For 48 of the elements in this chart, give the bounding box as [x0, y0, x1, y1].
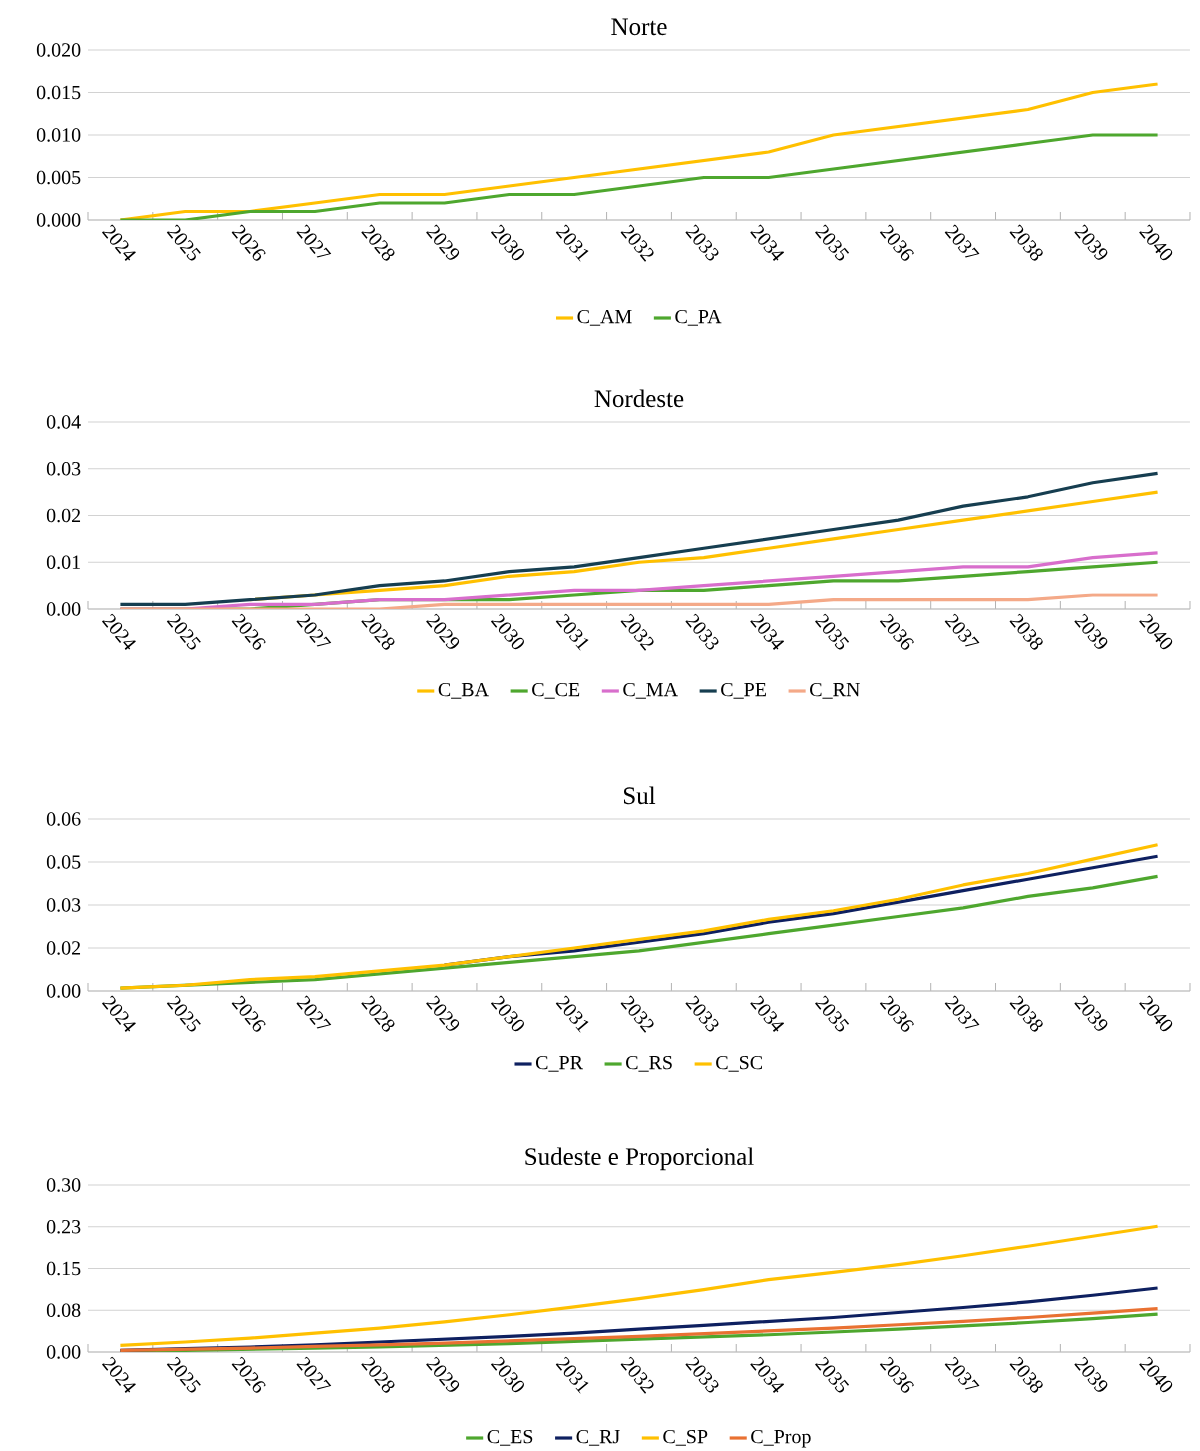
y-tick-label: 0.04	[46, 415, 81, 429]
y-tick-label: 0.005	[36, 170, 81, 185]
y-tick-label: 0.06	[46, 812, 81, 826]
y-tick-label: 0.00	[46, 602, 81, 616]
y-tick-label: 0.02	[46, 508, 81, 523]
chart-title: Nordeste	[594, 389, 684, 408]
legend-label: C_PE	[721, 682, 766, 699]
legend-label: C_SC	[716, 1055, 762, 1072]
chart-title: Sul	[624, 786, 656, 805]
legend-label: C_Prop	[751, 1429, 811, 1448]
x-tick-label: 2037	[944, 1356, 980, 1390]
y-tick-label: 0.010	[36, 128, 81, 142]
chart-title: Norte	[611, 18, 667, 36]
legend-label: C_BA	[438, 682, 489, 699]
y-tick-label: 0.30	[46, 1178, 81, 1192]
legend-label: C_RJ	[576, 1429, 620, 1446]
legend-label: C_PR	[535, 1055, 583, 1072]
y-tick-label: 0.015	[36, 85, 81, 100]
chart-title: Sudeste e Proporcional	[525, 1147, 754, 1171]
line-series	[118, 1224, 1160, 1347]
legend-label: C_AM	[577, 309, 632, 326]
y-tick-label: 0.000	[36, 213, 81, 227]
x-tick-label: 2037	[944, 224, 980, 258]
legend-label: C_MA	[623, 682, 678, 699]
line-series	[118, 843, 1160, 990]
y-tick-label: 0.02	[46, 941, 81, 955]
y-tick-label: 0.08	[46, 1303, 81, 1318]
y-tick-label: 0.01	[46, 555, 80, 570]
x-tick-label: 2027	[296, 1356, 332, 1390]
legend-label: C_SP	[663, 1429, 708, 1446]
x-tick-label: 2037	[944, 613, 980, 647]
y-tick-label: 0.00	[46, 1345, 81, 1359]
y-tick-label: 0.03	[46, 461, 81, 476]
x-tick-label: 2037	[944, 995, 980, 1029]
x-tick-label: 2027	[296, 613, 332, 647]
legend-label: C_PA	[675, 309, 722, 326]
y-tick-label: 0.00	[46, 984, 81, 998]
legend-label: C_ES	[487, 1429, 533, 1446]
y-tick-label: 0.23	[46, 1219, 81, 1234]
y-tick-label: 0.03	[46, 898, 81, 912]
x-tick-label: 2027	[296, 224, 332, 258]
y-tick-label: 0.05	[46, 855, 81, 869]
legend-label: C_RS	[626, 1055, 672, 1072]
y-tick-label: 0.020	[36, 43, 81, 57]
legend-label: C_CE	[532, 682, 580, 699]
legend-label: C_RN	[810, 682, 860, 699]
y-tick-label: 0.15	[46, 1261, 81, 1276]
x-tick-label: 2027	[296, 995, 332, 1029]
